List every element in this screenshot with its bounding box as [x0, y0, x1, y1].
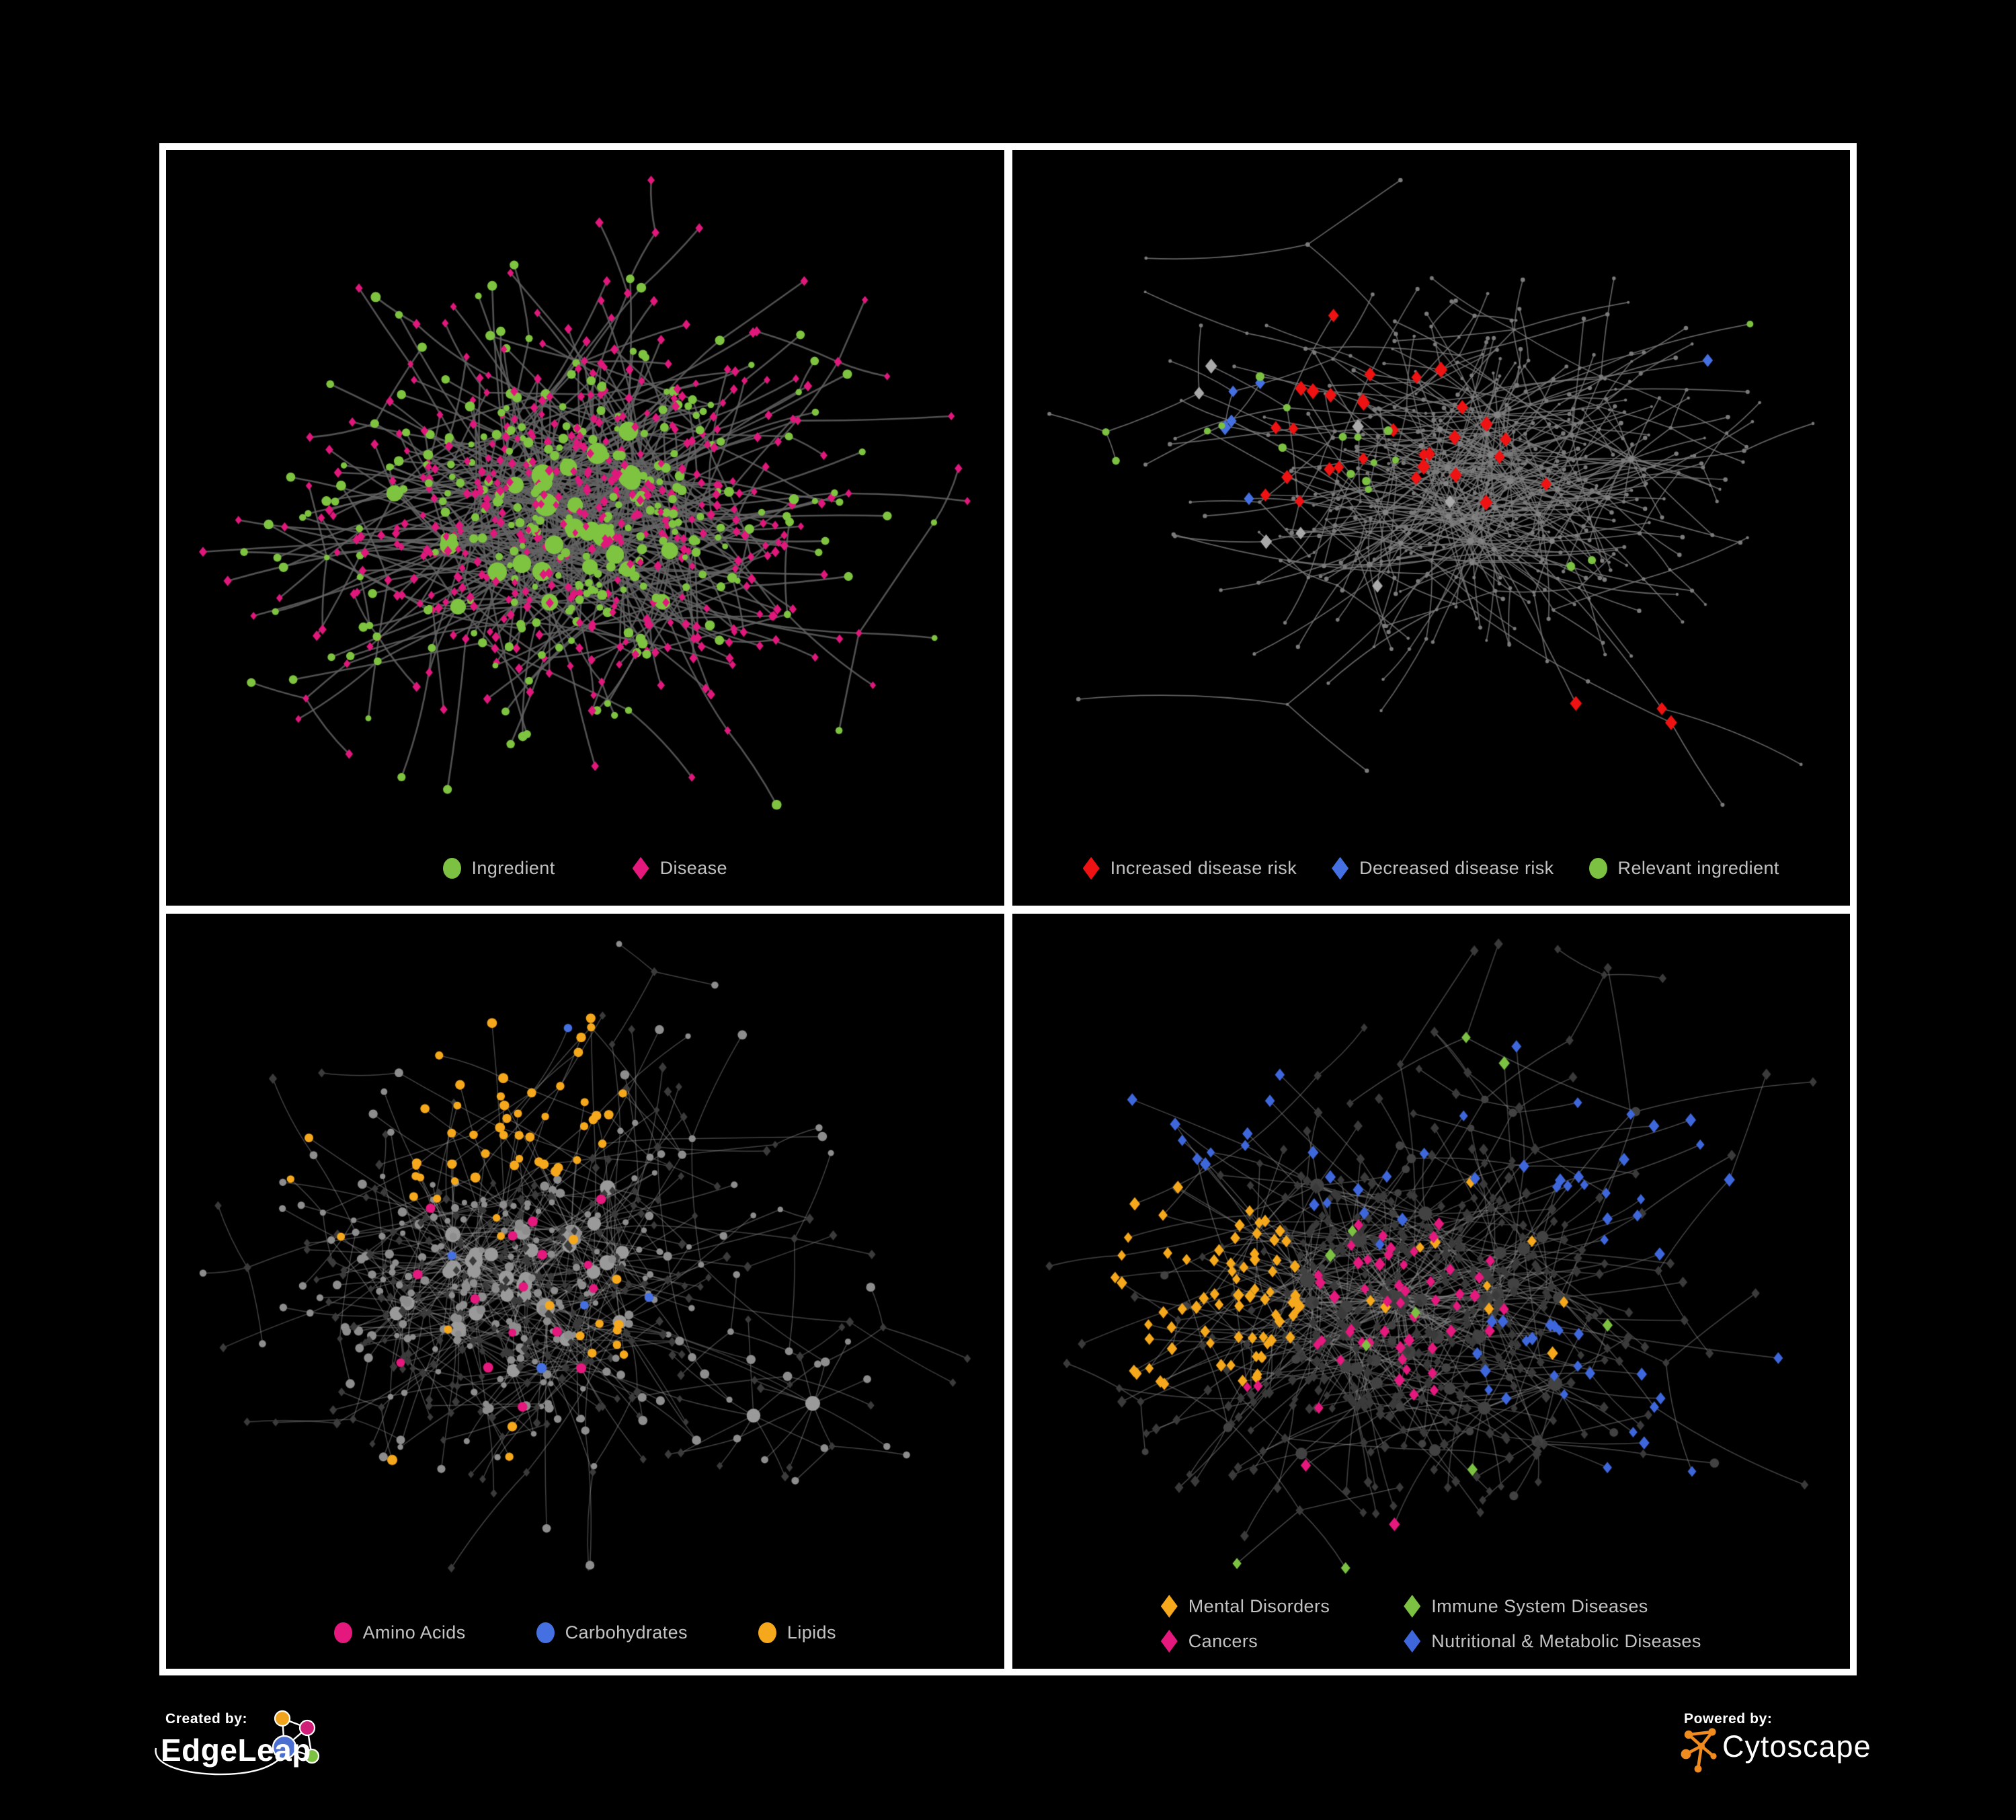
legend-swatch-circle-icon	[442, 858, 461, 879]
legend-label: Decreased disease risk	[1359, 858, 1554, 878]
legend-item: Carbohydrates	[536, 1622, 688, 1643]
legend-swatch-diamond-icon	[1332, 857, 1349, 880]
legend-item: Immune System Diseases	[1404, 1595, 1701, 1618]
legend-label: Disease	[659, 858, 727, 878]
legend-label: Cancers	[1188, 1630, 1258, 1651]
legend-label: Amino Acids	[362, 1622, 466, 1643]
legend-swatch-diamond-icon	[632, 857, 649, 880]
created-by-label: Created by:	[165, 1711, 248, 1727]
legend-item: Nutritional & Metabolic Diseases	[1404, 1630, 1701, 1653]
legend-ingredient-disease: Ingredient Disease	[166, 857, 1004, 880]
edgeleap-logo-text: EdgeLeap	[161, 1733, 311, 1768]
network-canvas-disease-class	[1012, 913, 1850, 1669]
legend-item: Cancers	[1160, 1630, 1330, 1653]
legend-swatch-diamond-icon	[1082, 857, 1100, 880]
legend-swatch-circle-icon	[333, 1622, 352, 1643]
legend-label: Lipids	[787, 1622, 836, 1643]
legend-label: Carbohydrates	[565, 1622, 688, 1643]
legend-swatch-diamond-icon	[1160, 1630, 1178, 1653]
legend-label: Relevant ingredient	[1617, 858, 1779, 878]
grid-divider-horizontal	[166, 905, 1850, 914]
panel-grid: Ingredient Disease Increased disease risk…	[159, 143, 1857, 1675]
legend-label: Increased disease risk	[1110, 858, 1297, 878]
panel-disease-risk: Increased disease risk Decreased disease …	[1012, 150, 1851, 906]
legend-label: Mental Disorders	[1188, 1595, 1330, 1616]
legend-item: Lipids	[758, 1622, 836, 1643]
edgeleap-logo-icon	[155, 1710, 320, 1776]
legend-swatch-circle-icon	[536, 1622, 555, 1643]
legend-item: Amino Acids	[333, 1622, 466, 1643]
legend-swatch-circle-icon	[758, 1622, 776, 1643]
cytoscape-logo-text: Cytoscape	[1722, 1729, 1871, 1764]
legend-item: Relevant ingredient	[1588, 858, 1779, 879]
panel-nutrient-class: Amino Acids Carbohydrates Lipids	[166, 913, 1004, 1669]
legend-item: Increased disease risk	[1082, 857, 1297, 880]
legend-label: Immune System Diseases	[1431, 1595, 1648, 1616]
network-canvas-nutrient-class	[166, 913, 1004, 1669]
legend-disease-class: Mental Disorders Immune System Diseases Ca…	[1160, 1595, 1701, 1653]
legend-swatch-circle-icon	[1588, 858, 1607, 879]
legend-item: Mental Disorders	[1160, 1595, 1330, 1618]
cytoscape-logo-icon	[1681, 1728, 1717, 1773]
legend-swatch-diamond-icon	[1160, 1595, 1178, 1618]
panel-ingredient-disease: Ingredient Disease	[166, 150, 1004, 906]
panel-disease-class: Mental Disorders Immune System Diseases Ca…	[1012, 913, 1850, 1669]
powered-by-label: Powered by:	[1684, 1711, 1773, 1727]
legend-swatch-diamond-icon	[1404, 1595, 1421, 1618]
legend-nutrient-class: Amino Acids Carbohydrates Lipids	[166, 1622, 1004, 1643]
legend-item: Decreased disease risk	[1332, 857, 1554, 880]
legend-label: Ingredient	[471, 858, 555, 878]
legend-item: Disease	[632, 857, 727, 880]
legend-swatch-diamond-icon	[1404, 1630, 1421, 1653]
legend-label: Nutritional & Metabolic Diseases	[1431, 1630, 1701, 1651]
legend-disease-risk: Increased disease risk Decreased disease …	[1012, 857, 1851, 880]
legend-item: Ingredient	[442, 858, 555, 879]
network-canvas-disease-risk	[1012, 150, 1850, 906]
network-canvas-ingredient-disease	[166, 150, 1004, 906]
